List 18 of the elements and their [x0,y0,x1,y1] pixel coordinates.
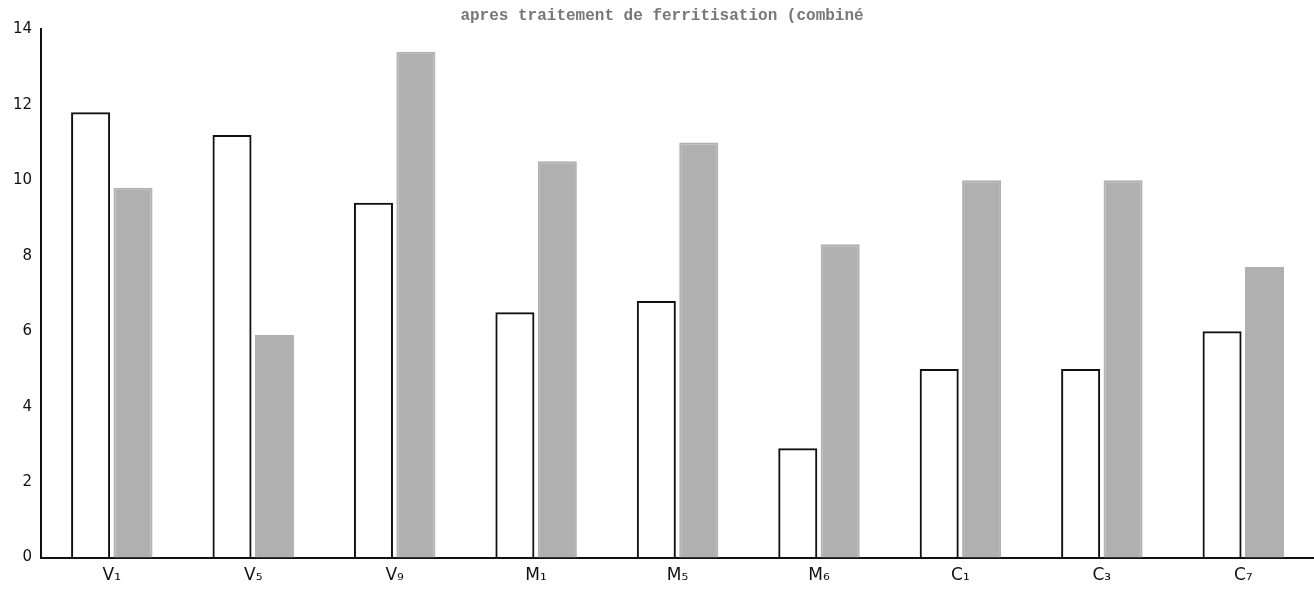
x-tick-label: V₅ [244,564,263,585]
x-tick-label: C₃ [1092,564,1112,585]
chart-title: apres traitement de ferritisation (combiné [460,6,864,25]
x-tick-label: C₇ [1233,564,1253,585]
x-tick-label: V₉ [385,564,405,585]
y-tick-label: 0 [22,547,33,566]
y-tick-label: 2 [22,472,33,490]
y-tick-label: 10 [12,170,33,189]
x-tick-label: C₁ [951,564,970,585]
y-tick-label: 8 [22,245,33,264]
y-tick-label: 12 [12,94,33,113]
x-tick-label: M₅ [666,564,689,585]
x-tick-label: M₆ [808,564,830,585]
y-tick-label: 14 [12,19,33,38]
x-tick-label: M₁ [525,564,547,585]
x-tick-label: V₁ [102,564,122,585]
y-tick-label: 6 [22,321,33,340]
y-tick-label: 4 [22,396,33,415]
